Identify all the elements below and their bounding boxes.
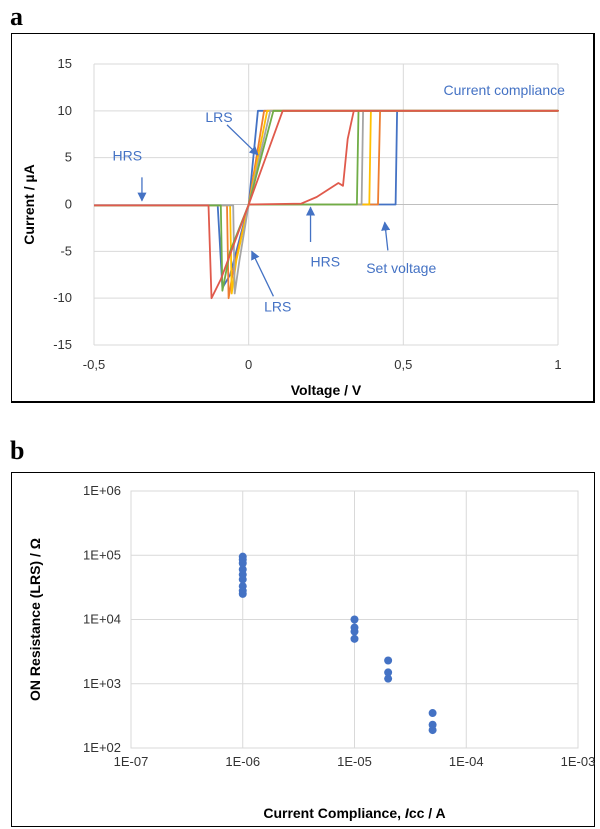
data-point: [428, 726, 437, 735]
y-tick-label: 1E+02: [83, 740, 121, 755]
x-axis-title-main: Current Compliance,: [263, 805, 405, 821]
x-tick-label: 1E-06: [225, 754, 260, 769]
annotation-label: LRS: [264, 298, 291, 314]
annotation-arrow: [251, 250, 274, 297]
x-axis-title-variable: I: [405, 805, 410, 821]
panel-label-a: a: [10, 2, 23, 31]
data-point: [384, 668, 393, 677]
y-tick-label: 15: [58, 56, 72, 71]
chart-b-resistance-scatter: 1E-07 1E-06 1E-05 1E-04 1E-03 1E+06 1E+05 1E+04…: [27, 483, 596, 821]
y-axis-title: Current / µA: [21, 164, 37, 244]
x-axis-title: Voltage / V: [291, 382, 362, 398]
y-tick-label: 1E+04: [83, 612, 121, 627]
data-point: [350, 634, 359, 643]
annotation-label: LRS: [205, 109, 232, 125]
y-tick-label: -5: [60, 243, 72, 258]
iv-curve-series-1: [94, 109, 559, 289]
iv-curve-series-4: [94, 109, 559, 295]
chart-a-frame: 15 10 5 0 -5 -10 -15 -0,5 0 0,5 1 Current complianc…: [11, 33, 595, 403]
data-point: [428, 709, 437, 718]
y-tick-label: 10: [58, 103, 72, 118]
annotation-label: HRS: [311, 253, 341, 269]
y-axis-title: ON Resistance (LRS) / Ω: [27, 538, 43, 701]
data-point: [238, 559, 247, 568]
y-tick-label: 1E+05: [83, 547, 121, 562]
chart-b-frame: 1E-07 1E-06 1E-05 1E-04 1E-03 1E+06 1E+05 1E+04…: [11, 472, 595, 827]
data-point: [384, 674, 393, 683]
y-tick-label: -15: [53, 337, 72, 352]
x-axis-title: Current Compliance, Icc / A: [263, 805, 445, 821]
annotation-label: Set voltage: [366, 260, 436, 276]
x-axis-title-unit: / A: [424, 805, 445, 821]
x-axis-title-subscript: cc: [409, 805, 425, 821]
y-tick-label: 5: [65, 150, 72, 165]
panel-label-b: b: [10, 436, 25, 465]
y-tick-label: 1E+06: [83, 483, 121, 498]
y-tick-label: -10: [53, 290, 72, 305]
data-point: [350, 627, 359, 636]
annotation-label: Current compliance: [444, 82, 566, 98]
y-tick-label: 1E+03: [83, 676, 121, 691]
annotation-arrow: [381, 221, 391, 251]
data-point: [238, 589, 247, 598]
data-point: [384, 656, 393, 665]
annotation-label: HRS: [113, 147, 143, 163]
x-tick-label: 1E-07: [114, 754, 149, 769]
x-tick-label: 1E-03: [561, 754, 596, 769]
chart-a-iv-curves: 15 10 5 0 -5 -10 -15 -0,5 0 0,5 1 Current complianc…: [21, 56, 566, 398]
x-tick-label: -0,5: [83, 357, 105, 372]
x-tick-label: 1E-05: [337, 754, 372, 769]
iv-curve-series-6: [94, 109, 559, 300]
iv-curve-series-2: [94, 109, 559, 300]
annotation-arrow: [226, 124, 259, 156]
x-tick-label: 0: [245, 357, 252, 372]
data-point: [238, 575, 247, 584]
data-point: [350, 615, 359, 624]
x-tick-label: 0,5: [394, 357, 412, 372]
x-tick-label: 1E-04: [449, 754, 484, 769]
iv-curve-series-5: [94, 109, 559, 292]
y-tick-label: 0: [65, 197, 72, 212]
x-tick-label: 1: [554, 357, 561, 372]
